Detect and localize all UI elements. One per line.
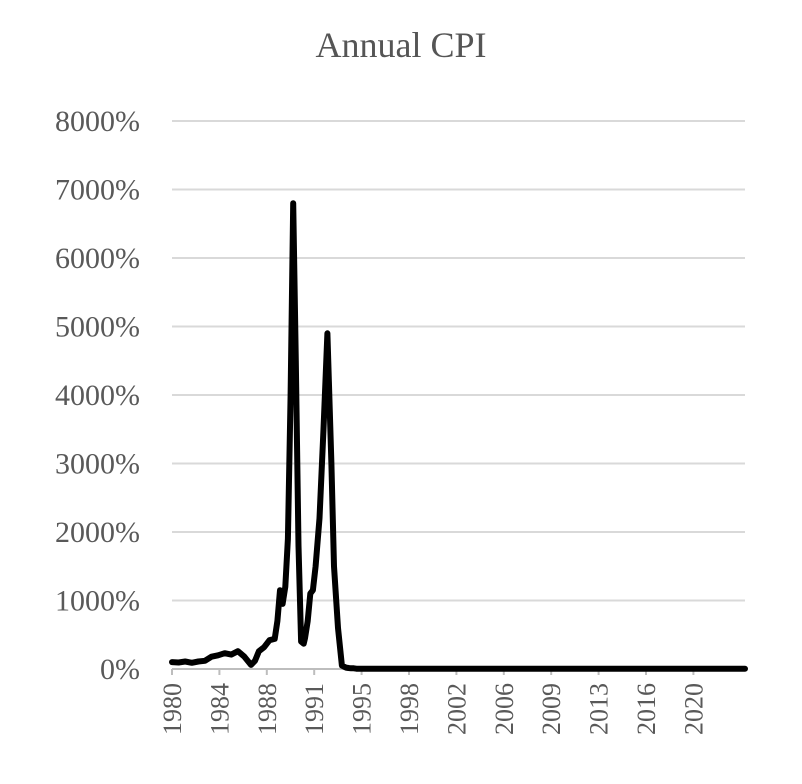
y-tick-label: 0% xyxy=(100,653,140,686)
x-tick-label: 2006 xyxy=(490,683,519,735)
chart-title: Annual CPI xyxy=(315,25,487,65)
x-tick-label: 2013 xyxy=(585,683,614,735)
x-tick-label: 1995 xyxy=(348,683,377,735)
y-tick-label: 8000% xyxy=(55,105,140,138)
x-tick-label: 1988 xyxy=(253,683,282,735)
x-tick-label: 1980 xyxy=(158,683,187,735)
x-tick-label: 2020 xyxy=(679,683,708,735)
y-tick-label: 1000% xyxy=(55,585,140,618)
x-tick-label: 2002 xyxy=(442,683,471,735)
y-tick-label: 7000% xyxy=(55,174,140,207)
y-tick-label: 4000% xyxy=(55,379,140,412)
y-tick-label: 2000% xyxy=(55,516,140,549)
y-tick-label: 5000% xyxy=(55,311,140,344)
series-line-0 xyxy=(169,200,748,672)
x-tick-label: 2009 xyxy=(537,683,566,735)
x-tick-label: 2016 xyxy=(632,683,661,735)
y-tick-label: 6000% xyxy=(55,242,140,275)
x-tick-label: 1991 xyxy=(300,683,329,735)
y-tick-label: 3000% xyxy=(55,448,140,481)
x-tick-label: 1984 xyxy=(205,683,234,735)
x-tick-label: 1998 xyxy=(395,683,424,735)
